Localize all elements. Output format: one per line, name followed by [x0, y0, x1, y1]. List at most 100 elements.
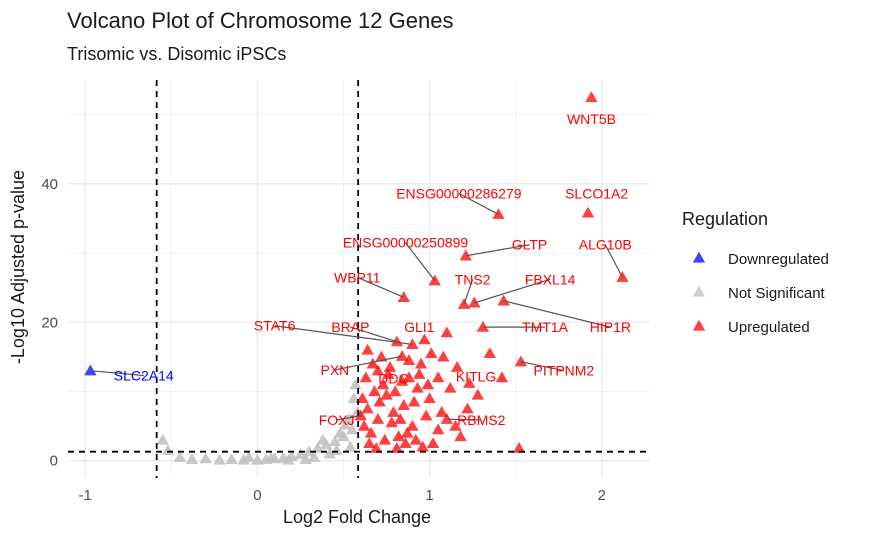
- x-tick-label: 1: [425, 487, 433, 504]
- gene-label-kitlg: KITLG: [456, 368, 496, 384]
- point-slc2a14: [84, 364, 97, 376]
- point-not-significant: [323, 447, 336, 459]
- gene-label-foxj: FOXJ: [319, 412, 355, 428]
- gene-label-rbms2: RBMS2: [457, 412, 505, 428]
- point-upregulated: [495, 371, 509, 383]
- legend-label-upregulated: Upregulated: [728, 319, 810, 336]
- x-tick-label: 2: [598, 487, 606, 504]
- point-not-significant: [294, 448, 307, 460]
- point-foxj: [354, 409, 367, 421]
- label-connector: [350, 326, 398, 343]
- gene-label-gltp: GLTP: [512, 237, 548, 253]
- gene-label-pitpnm2: PITPNM2: [534, 363, 595, 379]
- label-connector: [520, 361, 565, 372]
- gene-label-pxn: PXN: [320, 362, 349, 378]
- point-kitlg: [463, 376, 476, 388]
- point-upregulated: [407, 395, 421, 407]
- point-upregulated: [363, 437, 376, 449]
- label-connector: [604, 244, 623, 278]
- label-connector: [474, 278, 551, 304]
- gene-label-slc2a14: SLC2A14: [114, 368, 174, 384]
- point-ddc: [402, 371, 416, 383]
- chart-title: Volcano Plot of Chromosome 12 Genes: [67, 8, 454, 33]
- point-fbxl14: [468, 296, 481, 308]
- y-axis-title: -Log10 Adjusted p-value: [8, 170, 28, 364]
- label-connector: [334, 355, 403, 371]
- point-not-significant: [299, 453, 312, 464]
- gene-label-wnt5b: WNT5B: [567, 111, 616, 127]
- x-tick-label: 0: [253, 487, 261, 504]
- point-upregulated: [371, 412, 385, 424]
- point-upregulated: [388, 385, 402, 397]
- label-connector: [446, 418, 482, 421]
- chart-subtitle: Trisomic vs. Disomic iPSCs: [67, 44, 287, 64]
- point-upregulated: [512, 442, 526, 453]
- point-not-significant: [344, 440, 357, 452]
- point-not-significant: [345, 423, 359, 435]
- point-upregulated: [382, 367, 395, 379]
- legend-key-downregulated: [692, 251, 706, 263]
- legend: Regulation Downregulated Not Significant U…: [682, 209, 829, 336]
- point-upregulated: [425, 347, 438, 359]
- point-not-significant: [328, 435, 342, 446]
- point-not-significant: [225, 453, 238, 464]
- point-not-significant: [264, 451, 278, 463]
- point-upregulated: [402, 354, 416, 365]
- threshold-lines: [68, 80, 650, 478]
- point-gli1: [418, 333, 431, 345]
- point-upregulated: [471, 388, 485, 400]
- point-upregulated: [432, 423, 445, 435]
- point-upregulated: [356, 392, 369, 404]
- gene-label-tns2: TNS2: [455, 271, 491, 287]
- gene-label-tmt1a: TMT1A: [522, 319, 569, 335]
- point-not-significant: [349, 378, 362, 390]
- gene-label-ensg00000250899: ENSG00000250899: [343, 235, 469, 251]
- point-not-significant: [156, 433, 169, 445]
- point-not-significant: [199, 452, 212, 464]
- point-upregulated: [370, 442, 383, 453]
- upregulated-points: [354, 91, 629, 453]
- point-upregulated: [423, 392, 436, 404]
- point-upregulated: [394, 412, 407, 424]
- x-tick-label: -1: [79, 487, 92, 504]
- point-not-significant: [316, 433, 330, 445]
- gene-label-gli1: GLI1: [404, 319, 435, 335]
- point-upregulated: [364, 426, 378, 438]
- point-pitpnm2: [514, 355, 528, 367]
- point-upregulated: [401, 426, 414, 438]
- point-upregulated: [357, 419, 371, 431]
- point-not-significant: [251, 453, 264, 465]
- point-hip1r: [497, 294, 510, 306]
- point-upregulated: [395, 374, 409, 386]
- point-upregulated: [392, 430, 405, 442]
- point-upregulated: [437, 350, 450, 362]
- label-connector: [274, 325, 413, 346]
- point-not-significant: [237, 453, 250, 465]
- point-upregulated: [419, 409, 433, 421]
- gene-label-wbp11: WBP11: [334, 269, 381, 285]
- gene-label-ensg00000286279: ENSG00000286279: [396, 186, 522, 202]
- label-connector: [336, 415, 361, 421]
- point-not-significant: [311, 442, 324, 453]
- point-not-significant: [282, 453, 295, 465]
- point-not-significant: [161, 444, 175, 455]
- point-wbp11: [397, 291, 410, 302]
- point-upregulated: [411, 381, 424, 393]
- label-connector: [465, 244, 530, 257]
- point-rbms2: [440, 412, 454, 424]
- point-upregulated: [371, 364, 385, 376]
- gene-label-ddc: DDC: [378, 370, 408, 386]
- point-upregulated: [359, 371, 373, 383]
- point-upregulated: [373, 395, 386, 407]
- gene-label-fbxl14: FBXL14: [525, 271, 576, 287]
- point-upregulated: [416, 440, 429, 452]
- point-gltp: [459, 249, 472, 261]
- point-upregulated: [406, 419, 419, 431]
- point-upregulated: [375, 350, 388, 362]
- point-upregulated: [450, 361, 464, 372]
- point-not-significant: [333, 426, 347, 438]
- legend-label-downregulated: Downregulated: [728, 251, 829, 268]
- point-upregulated: [426, 437, 440, 449]
- point-not-significant: [242, 451, 255, 462]
